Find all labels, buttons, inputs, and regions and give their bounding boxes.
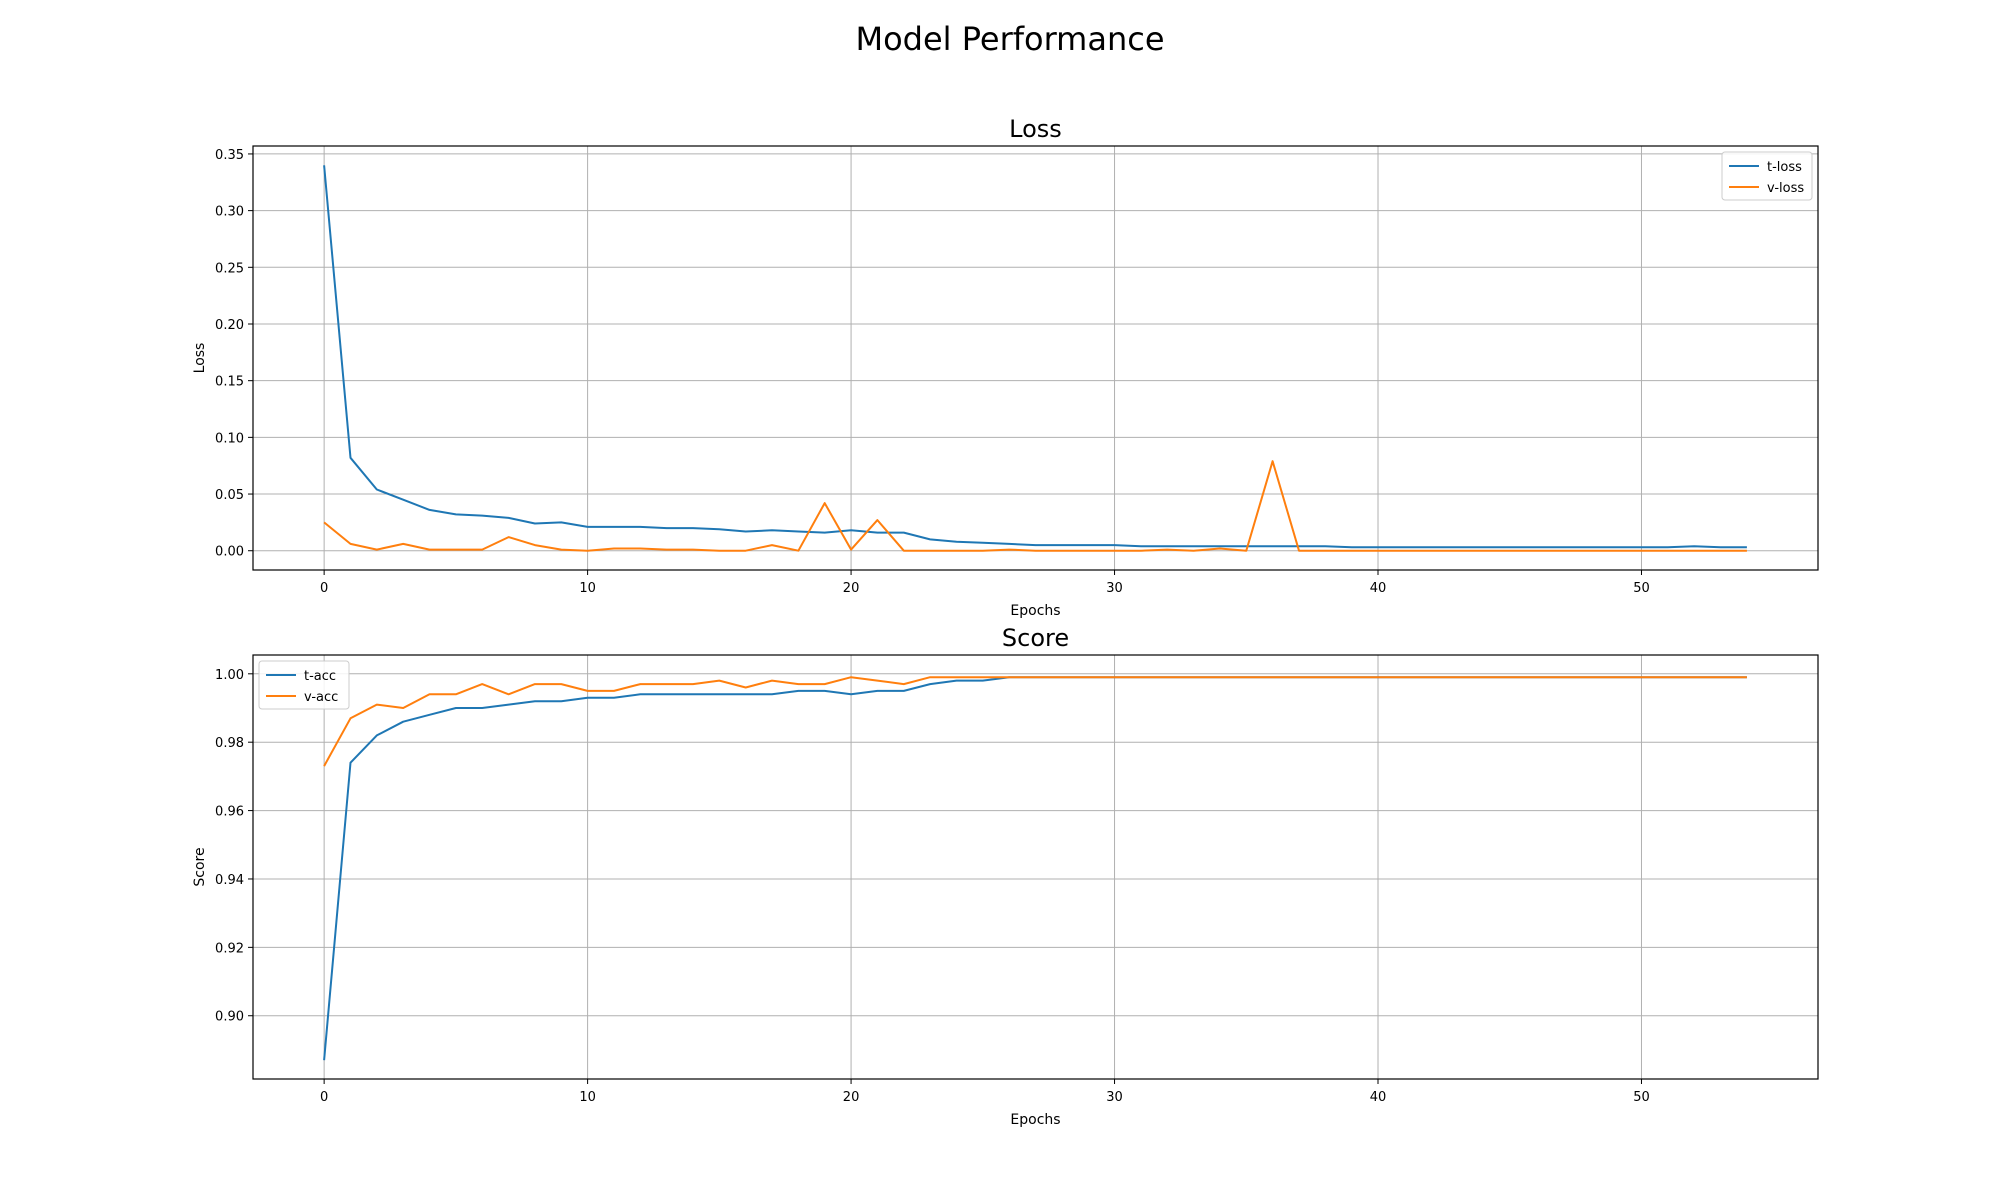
- loss-x-tick-label: 50: [1633, 581, 1650, 596]
- loss-legend-label: v-loss: [1767, 181, 1804, 196]
- loss-chart-title: Loss: [1009, 115, 1062, 143]
- loss-y-tick-label: 0.25: [215, 261, 244, 276]
- score-y-tick-label: 0.90: [215, 1010, 244, 1025]
- loss-y-tick-label: 0.15: [215, 375, 244, 390]
- score-x-tick-label: 40: [1370, 1090, 1387, 1105]
- score-x-axis-label: Epochs: [1010, 1112, 1060, 1128]
- score-x-tick-label: 20: [843, 1090, 860, 1105]
- score-x-tick-label: 30: [1106, 1090, 1123, 1105]
- loss-x-tick-label: 40: [1370, 581, 1387, 596]
- loss-x-tick-label: 30: [1106, 581, 1123, 596]
- loss-y-tick-label: 0.05: [215, 488, 244, 503]
- score-legend-label: t-acc: [304, 669, 336, 684]
- loss-series-line-t-loss: [323, 165, 1747, 549]
- score-chart: 0 10 20 30 40 50 0.90 0.92 0.94 0.96 0.98 1.00 Score…: [192, 624, 1819, 1128]
- loss-y-tick-label: 0.30: [215, 205, 244, 220]
- loss-y-tick-label: 0.35: [215, 148, 244, 163]
- loss-y-tick-label: 0.20: [215, 318, 244, 333]
- score-x-tick-label: 0: [320, 1090, 328, 1105]
- loss-x-tick-label: 20: [843, 581, 860, 596]
- score-axes-frame: [252, 654, 1819, 1080]
- loss-x-tick-label: 0: [320, 581, 328, 596]
- loss-x-axis-label: Epochs: [1010, 603, 1060, 619]
- loss-chart: 0 10 20 30 40 50 0.00 0.05 0.10 0.15 0.20 0.25 0.30 0…: [192, 115, 1819, 619]
- score-y-tick-label: 1.00: [215, 668, 244, 683]
- loss-y-axis-label: Loss: [192, 343, 208, 374]
- score-series-line-t-acc: [323, 676, 1747, 1061]
- score-y-axis-label: Score: [192, 847, 208, 886]
- loss-y-tick-label: 0.00: [215, 545, 244, 560]
- score-series-line-v-acc: [323, 676, 1747, 767]
- score-x-tick-label: 10: [579, 1090, 596, 1105]
- score-y-tick-label: 0.94: [215, 873, 244, 888]
- score-legend-label: v-acc: [304, 690, 338, 705]
- score-y-tick-label: 0.98: [215, 736, 244, 751]
- score-x-tick-label: 50: [1633, 1090, 1650, 1105]
- loss-axes-frame: [252, 145, 1819, 571]
- loss-series-line-v-loss: [323, 460, 1747, 552]
- score-chart-title: Score: [1002, 624, 1069, 652]
- score-y-tick-label: 0.92: [215, 941, 244, 956]
- loss-legend-label: t-loss: [1767, 160, 1802, 175]
- loss-x-tick-label: 10: [579, 581, 596, 596]
- score-y-tick-label: 0.96: [215, 805, 244, 820]
- figure-title: Model Performance: [855, 20, 1164, 58]
- loss-y-tick-label: 0.10: [215, 431, 244, 446]
